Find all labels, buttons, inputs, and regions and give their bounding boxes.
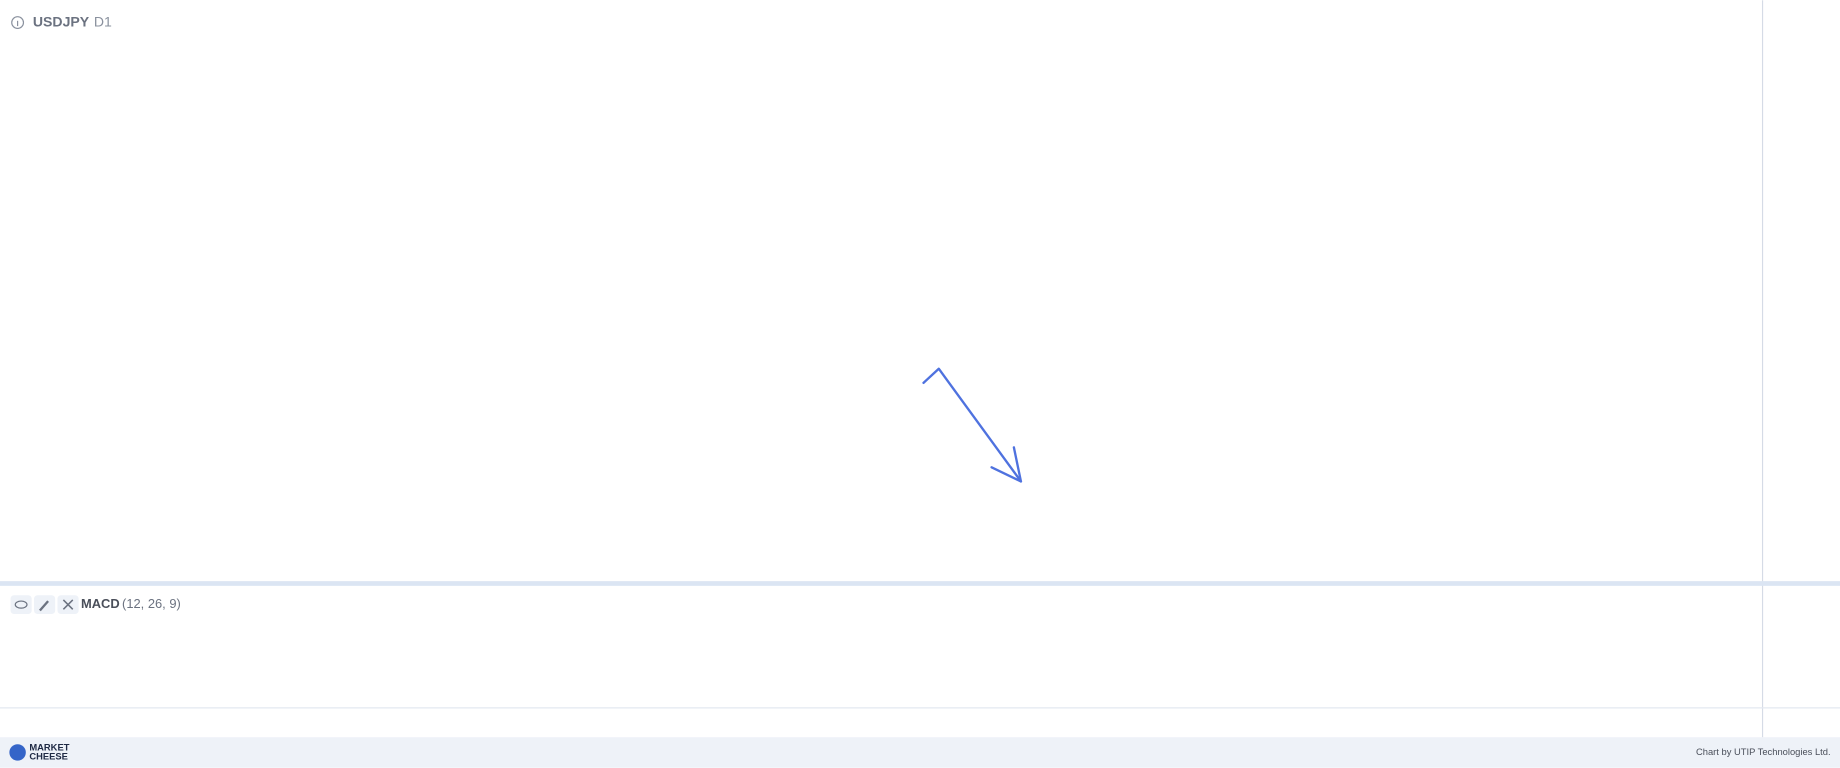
arrow-path xyxy=(922,367,1023,483)
footer-bar xyxy=(0,737,1840,768)
symbol: USDJPY xyxy=(33,13,90,29)
credit: Chart by UTIP Technologies Ltd. xyxy=(1696,747,1831,757)
arrow-head xyxy=(990,446,1023,483)
macd-title: MACD xyxy=(81,596,120,611)
forecast-arrow xyxy=(922,367,1023,483)
timeframe: D1 xyxy=(94,13,112,29)
pane-separator xyxy=(0,581,1840,586)
logo-bottom: CHEESE xyxy=(29,752,68,762)
logo-mark xyxy=(9,744,26,761)
info-icon[interactable] xyxy=(11,16,25,30)
wrench-icon xyxy=(39,600,49,612)
close-icon xyxy=(62,599,74,610)
macd-visibility-button[interactable] xyxy=(10,595,32,614)
logo-top: MARKET xyxy=(29,742,69,752)
eye-icon xyxy=(14,600,28,609)
macd-params: (12, 26, 9) xyxy=(122,596,181,611)
